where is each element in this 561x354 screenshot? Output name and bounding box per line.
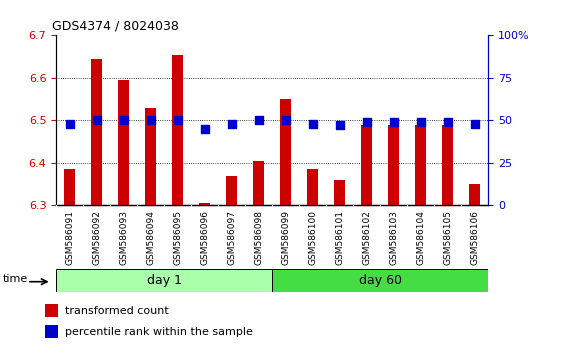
Text: percentile rank within the sample: percentile rank within the sample (65, 327, 253, 337)
Text: GSM586095: GSM586095 (173, 210, 182, 266)
Text: GSM586100: GSM586100 (308, 210, 317, 266)
Text: GSM586101: GSM586101 (335, 210, 344, 266)
Text: GSM586102: GSM586102 (362, 210, 371, 265)
Bar (253, 161, 264, 205)
Point (281, 118, 290, 123)
Text: transformed count: transformed count (65, 306, 169, 316)
Text: GSM586104: GSM586104 (416, 210, 425, 265)
Point (146, 118, 155, 123)
Bar (280, 99, 291, 205)
Text: GSM586105: GSM586105 (443, 210, 452, 266)
Text: day 1: day 1 (146, 274, 182, 287)
Text: GSM586098: GSM586098 (254, 210, 263, 266)
Point (254, 118, 263, 123)
Bar (199, 203, 210, 205)
Point (443, 119, 452, 125)
Text: GSM586092: GSM586092 (92, 210, 101, 265)
Bar (272, 269, 488, 292)
Bar (45, 304, 58, 317)
Text: time: time (3, 274, 28, 284)
Text: GSM586094: GSM586094 (146, 210, 155, 265)
Point (470, 121, 479, 127)
Bar (415, 125, 426, 205)
Text: GSM586093: GSM586093 (119, 210, 128, 266)
Text: GSM586099: GSM586099 (281, 210, 290, 266)
Point (200, 126, 209, 132)
Point (119, 118, 128, 123)
Point (389, 119, 398, 125)
Point (227, 121, 236, 127)
Point (416, 119, 425, 125)
Bar (361, 125, 372, 205)
Text: GDS4374 / 8024038: GDS4374 / 8024038 (52, 20, 178, 33)
Bar (388, 125, 399, 205)
Bar (334, 180, 345, 205)
Bar (145, 108, 156, 205)
Text: GSM586091: GSM586091 (65, 210, 74, 266)
Text: GSM586097: GSM586097 (227, 210, 236, 266)
Bar (172, 55, 183, 205)
Text: day 60: day 60 (358, 274, 402, 287)
Text: GSM586106: GSM586106 (470, 210, 479, 266)
Bar (442, 125, 453, 205)
Point (173, 118, 182, 123)
Point (65, 121, 74, 127)
Point (362, 119, 371, 125)
Bar (64, 169, 75, 205)
Bar (226, 176, 237, 205)
Point (335, 122, 344, 128)
Bar (56, 269, 272, 292)
Point (92, 118, 101, 123)
Point (308, 121, 317, 127)
Text: GSM586103: GSM586103 (389, 210, 398, 266)
Bar (45, 325, 58, 338)
Text: GSM586096: GSM586096 (200, 210, 209, 266)
Bar (91, 59, 102, 205)
Bar (118, 80, 129, 205)
Bar (469, 184, 480, 205)
Bar (307, 169, 318, 205)
